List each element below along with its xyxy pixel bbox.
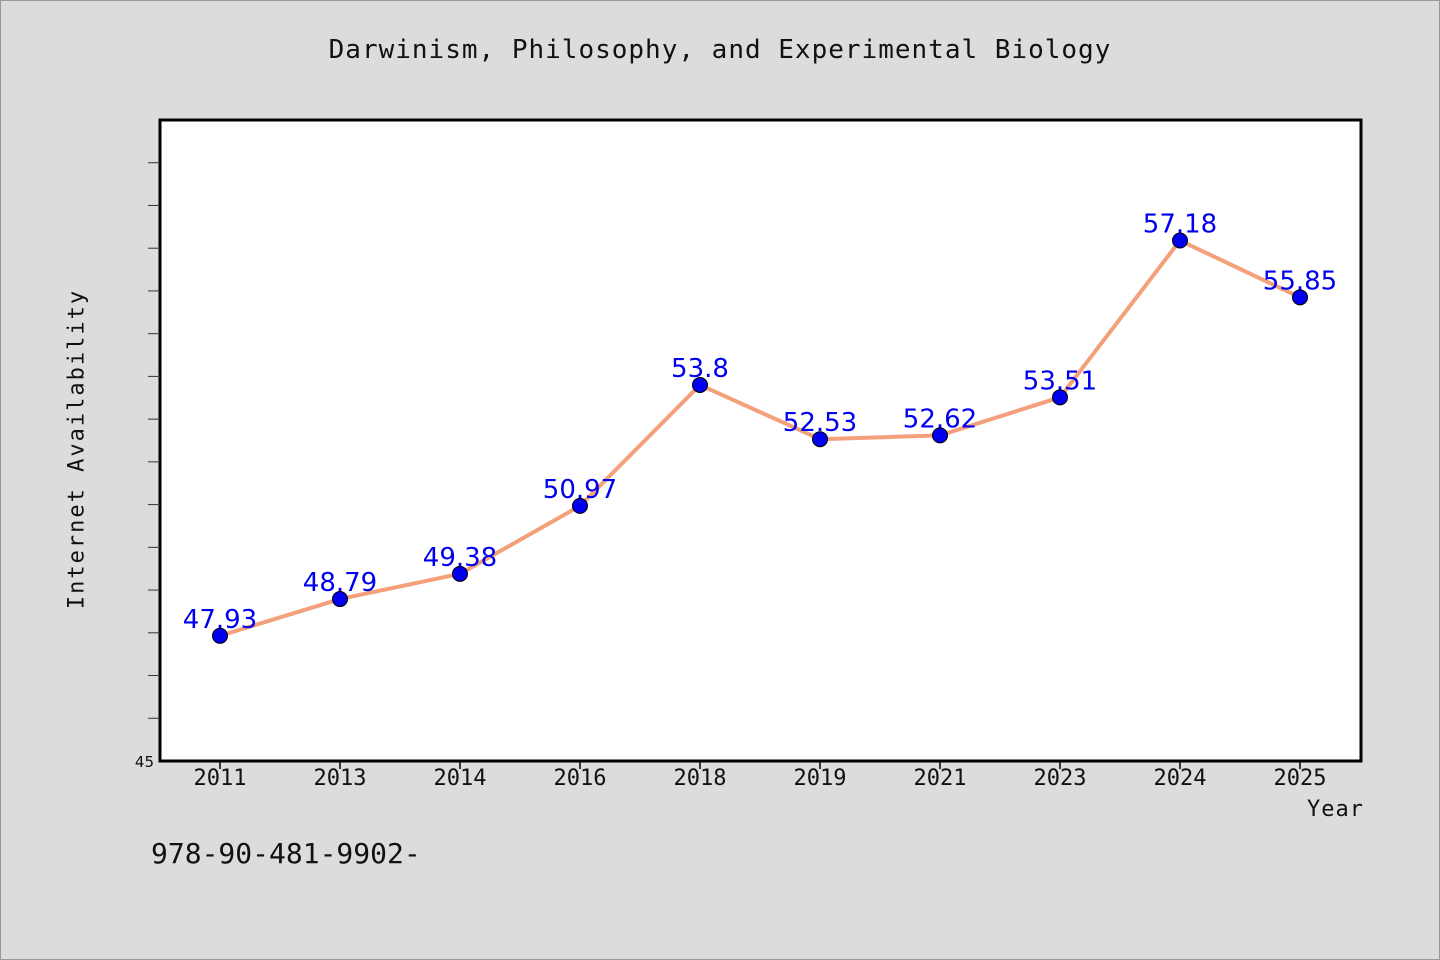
data-label: 47.93 <box>183 605 257 635</box>
series-line <box>218 238 1302 638</box>
x-axis-label: Year <box>1307 797 1364 822</box>
data-point <box>812 431 828 448</box>
x-tick-label: 2013 <box>314 766 367 791</box>
data-label: 52.62 <box>903 404 977 434</box>
data-point <box>332 591 348 608</box>
data-label: 53.8 <box>671 354 729 384</box>
data-label: 49.38 <box>423 543 497 573</box>
data-label: 50.97 <box>543 475 617 505</box>
plot-area <box>158 118 1363 763</box>
data-point <box>452 565 468 582</box>
data-label: 57.18 <box>1143 210 1217 240</box>
y-tick-label: 45 <box>135 753 154 771</box>
data-point <box>572 497 588 514</box>
chart-title: Darwinism, Philosophy, and Experimental … <box>328 35 1112 65</box>
x-tick-label: 2016 <box>554 766 607 791</box>
data-point <box>1052 389 1068 406</box>
data-label: 53.51 <box>1023 366 1097 396</box>
data-point <box>212 627 228 644</box>
x-tick-label: 2024 <box>1154 766 1207 791</box>
data-point <box>932 427 948 444</box>
x-tick-label: 2025 <box>1274 766 1327 791</box>
data-label: 48.79 <box>303 568 377 598</box>
x-tick-label: 2011 <box>194 766 247 791</box>
x-tick-label: 2019 <box>794 766 847 791</box>
data-label: 55.85 <box>1263 266 1337 296</box>
data-label: 52.53 <box>783 408 857 438</box>
x-tick-label: 2021 <box>914 766 967 791</box>
x-tick-label: 2018 <box>674 766 727 791</box>
data-point <box>1172 232 1188 249</box>
footer-code: 978-90-481-9902- <box>151 837 421 870</box>
x-tick-label: 2023 <box>1034 766 1087 791</box>
data-point <box>1292 289 1308 306</box>
data-point <box>692 376 708 393</box>
x-tick-label: 2014 <box>434 766 487 791</box>
